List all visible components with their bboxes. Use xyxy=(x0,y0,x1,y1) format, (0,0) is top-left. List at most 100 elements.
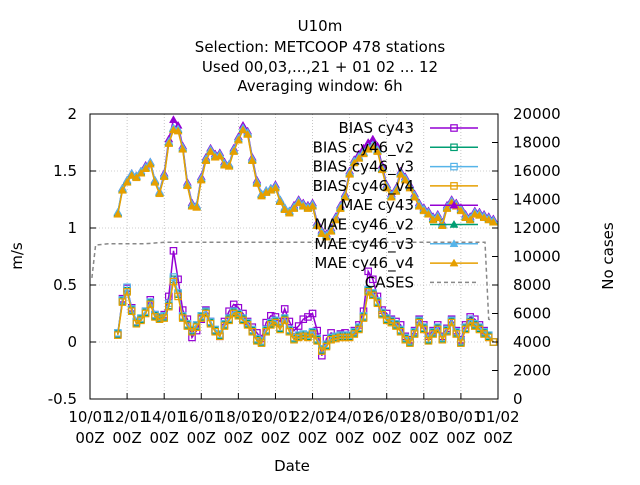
x-tick-label-date: 12/01 xyxy=(105,408,148,426)
series-point xyxy=(449,258,459,267)
legend-item: MAE cy43 xyxy=(340,196,478,214)
series-point xyxy=(298,201,308,210)
series-point xyxy=(201,156,211,164)
series-point xyxy=(174,292,182,301)
x-tick-label-date: 10/01 xyxy=(68,408,111,426)
series-point xyxy=(294,198,304,207)
series-point xyxy=(336,333,345,342)
legend-item: MAE cy46_v4 xyxy=(314,254,478,273)
y2-tick-label: 2000 xyxy=(513,362,551,380)
series-point xyxy=(373,299,382,308)
series-point xyxy=(285,327,294,336)
series-point xyxy=(382,316,391,325)
series-point xyxy=(299,332,308,341)
series-point xyxy=(284,208,294,217)
series-point xyxy=(137,316,145,325)
series-point xyxy=(275,197,285,206)
legend-item: BIAS cy46_v4 xyxy=(313,177,478,196)
series-point xyxy=(151,313,159,321)
legend-label: MAE cy46_v4 xyxy=(314,254,414,273)
series-point xyxy=(294,322,303,330)
series-point xyxy=(234,311,243,320)
y2-axis-label: No cases xyxy=(599,222,617,290)
series-line xyxy=(91,241,493,322)
series-point xyxy=(450,143,458,152)
series-point xyxy=(327,335,335,344)
series-point xyxy=(267,321,275,329)
series-point xyxy=(178,144,188,153)
series-point xyxy=(164,139,174,147)
series-point xyxy=(340,192,350,201)
series-point xyxy=(386,192,396,201)
y2-tick-label: 20000 xyxy=(513,105,561,123)
series-point xyxy=(410,330,419,338)
series-point xyxy=(457,339,465,347)
y-tick-label: 1.5 xyxy=(53,162,77,180)
series-point xyxy=(113,209,123,218)
y-tick-label: 0.5 xyxy=(53,276,77,294)
x-tick-label-hour: 00Z xyxy=(446,429,475,447)
series-point xyxy=(289,204,299,212)
series-point xyxy=(131,173,141,182)
series-point xyxy=(378,310,386,319)
series-point xyxy=(331,334,340,343)
series-point xyxy=(456,206,466,215)
series-point xyxy=(424,209,433,218)
series-point xyxy=(252,179,262,187)
y2-tick-label: 4000 xyxy=(513,333,551,351)
series-point xyxy=(211,327,219,336)
series-point xyxy=(318,347,326,355)
series-point xyxy=(350,330,359,338)
series-point xyxy=(192,202,202,211)
series-point xyxy=(420,325,428,334)
series-point xyxy=(248,327,257,336)
x-tick-label-date: 14/01 xyxy=(143,408,186,426)
series-point xyxy=(355,325,363,334)
series-point xyxy=(280,305,289,313)
series-mae-cy46_v4 xyxy=(113,125,498,241)
y2-tick-label: 8000 xyxy=(513,276,551,294)
x-tick-label-date: 20/01 xyxy=(254,408,297,426)
legend-item: CASES xyxy=(365,273,478,291)
series-point xyxy=(280,316,289,325)
series-point xyxy=(449,239,459,248)
title-line-3: Used 00,03,...,21 + 01 02 ... 12 xyxy=(202,58,438,76)
series-point xyxy=(127,171,137,179)
y2-tick-label: 18000 xyxy=(513,134,561,152)
y-tick-label: 2 xyxy=(67,105,77,123)
series-point xyxy=(160,314,168,322)
x-tick-label-hour: 00Z xyxy=(335,429,364,447)
series-point xyxy=(299,315,308,324)
series-point xyxy=(159,172,169,180)
y-tick-label: -0.5 xyxy=(48,390,77,408)
y-tick-label: 0 xyxy=(67,333,77,351)
series-point xyxy=(253,337,261,345)
x-tick-label-hour: 00Z xyxy=(409,429,438,447)
series-point xyxy=(396,327,405,336)
series-point xyxy=(188,327,196,336)
x-tick-label-date: 30/01 xyxy=(439,408,482,426)
series-point xyxy=(155,315,164,324)
series-point xyxy=(247,156,257,164)
series-cases xyxy=(91,241,493,322)
series-point xyxy=(465,215,475,224)
series-point xyxy=(238,125,248,134)
series-point xyxy=(392,322,400,330)
series-point xyxy=(406,339,414,347)
legend-label: BIAS cy46_v4 xyxy=(313,177,414,196)
series-point xyxy=(118,185,127,194)
series-point xyxy=(326,226,336,235)
series-point xyxy=(475,325,484,334)
series-point xyxy=(433,325,442,334)
series-point xyxy=(369,291,377,300)
series-point xyxy=(229,309,238,318)
legend-label: BIAS cy46_v2 xyxy=(313,138,414,157)
series-point xyxy=(196,175,206,184)
series-point xyxy=(257,339,266,347)
series-point xyxy=(173,126,183,135)
series-point xyxy=(233,135,243,144)
series-point xyxy=(484,215,494,224)
series-point xyxy=(150,177,160,186)
